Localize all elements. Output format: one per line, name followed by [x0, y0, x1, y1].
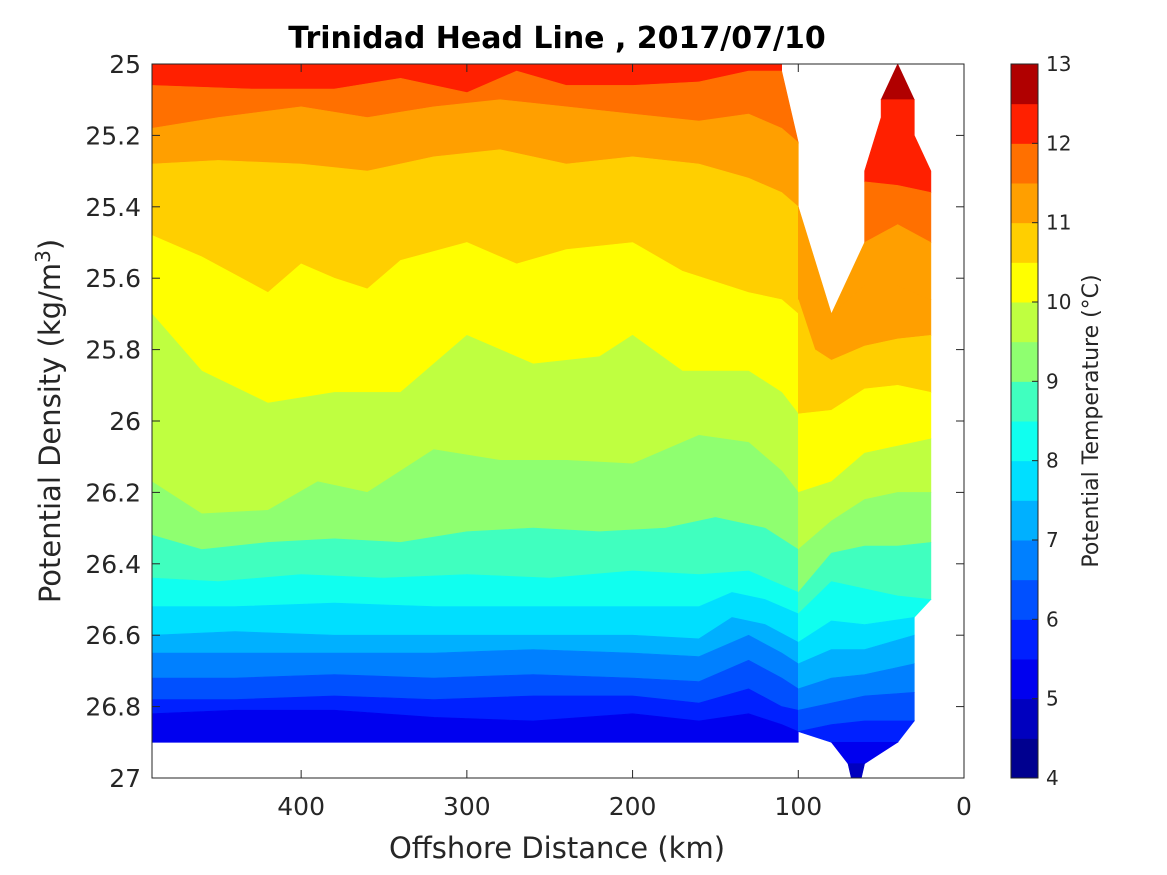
coastal-band-3: [831, 224, 932, 315]
colorbar-swatch-4: [1011, 579, 1038, 620]
colorbar-swatch-6: [1011, 500, 1038, 541]
colorbar-swatch-1: [1011, 698, 1038, 739]
y-tick-label-0: 25: [109, 50, 141, 79]
colorbar-swatch-5: [1011, 540, 1038, 581]
y-tick-label-1: 25.2: [85, 121, 141, 150]
contour-band-15: [152, 709, 799, 743]
colorbar-swatch-10: [1011, 341, 1038, 382]
y-tick-label-5: 26: [109, 407, 141, 436]
colorbar: 4 5 6 7 8 9 10 11 12 13: [1010, 52, 1071, 790]
colorbar-tick-label-2: 6: [1046, 607, 1059, 631]
x-tick-label-3: 100: [774, 792, 822, 821]
y-tick-label-8: 26.6: [85, 621, 141, 650]
colorbar-tick-label-1: 5: [1046, 687, 1059, 711]
colorbar-tick-label-3: 7: [1046, 528, 1059, 552]
colorbar-swatch-7: [1011, 460, 1038, 501]
colorbar-swatch-16: [1011, 103, 1038, 144]
trough-band-13: [847, 763, 865, 778]
y-axis-label-close: ): [33, 239, 67, 250]
colorbar-tick-label-4: 8: [1046, 449, 1059, 473]
colorbar-label: Potential Temperature (°C): [1079, 274, 1104, 567]
y-axis-label-superscript: 3: [31, 250, 55, 263]
colorbar-swatch-8: [1011, 421, 1038, 462]
x-tick-label-2: 200: [609, 792, 657, 821]
y-axis: 25 25.2 25.4 25.6 25.8 26 26.2 26.4 26.6 26.8 27: [85, 50, 964, 793]
y-tick-label-7: 26.4: [85, 550, 141, 579]
colorbar-swatch-14: [1011, 183, 1038, 224]
x-tick-label-1: 300: [443, 792, 491, 821]
colorbar-ticks: 4 5 6 7 8 9 10 11 12 13: [1032, 52, 1071, 790]
colorbar-tick-label-6: 10: [1046, 290, 1071, 314]
y-tick-label-9: 26.8: [85, 693, 141, 722]
x-tick-label-4: 0: [956, 792, 972, 821]
y-tick-label-10: 27: [109, 764, 141, 793]
chart-title: Trinidad Head Line , 2017/07/10: [288, 21, 825, 56]
colorbar-swatch-2: [1011, 659, 1038, 700]
y-tick-label-4: 25.8: [85, 336, 141, 365]
y-tick-label-3: 25.6: [85, 264, 141, 293]
y-axis-label-text: Potential Density (kg/m: [33, 263, 67, 603]
plot-area: 400 300 200 100 0 25 25.2 25.4 25.6 25.8 26 26.2 26…: [85, 50, 972, 821]
colorbar-swatch-11: [1011, 302, 1038, 343]
y-tick-label-2: 25.4: [85, 193, 141, 222]
colorbar-swatch-15: [1011, 143, 1038, 184]
colorbar-tick-label-7: 11: [1046, 211, 1071, 235]
colorbar-tick-label-0: 4: [1046, 766, 1059, 790]
x-axis: 400 300 200 100 0: [277, 64, 972, 821]
trough-band-12: [830, 742, 899, 764]
x-axis-label: Offshore Distance (km): [389, 831, 725, 865]
contour-bands: [152, 64, 932, 778]
colorbar-swatch-3: [1011, 619, 1038, 660]
colorbar-swatch-12: [1011, 262, 1038, 303]
colorbar-swatch-0: [1011, 738, 1038, 779]
y-tick-label-6: 26.2: [85, 478, 141, 507]
colorbar-swatches: [1011, 64, 1038, 779]
x-tick-label-0: 400: [277, 792, 325, 821]
colorbar-tick-label-9: 13: [1046, 52, 1071, 76]
colorbar-frame: [1010, 63, 1039, 779]
y-axis-label: Potential Density (kg/m3): [31, 239, 67, 603]
colorbar-swatch-9: [1011, 381, 1038, 422]
colorbar-swatch-17: [1011, 64, 1038, 105]
colorbar-tick-label-8: 12: [1046, 131, 1071, 155]
colorbar-swatch-13: [1011, 222, 1038, 263]
colorbar-tick-label-5: 9: [1046, 369, 1059, 393]
